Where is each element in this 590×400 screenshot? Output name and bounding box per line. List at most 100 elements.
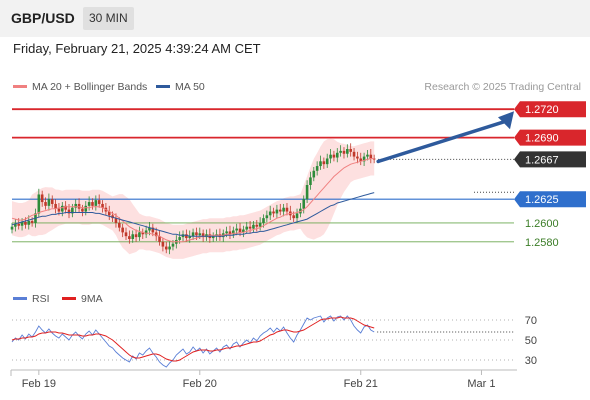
candle-body — [195, 232, 198, 236]
candle-body — [309, 177, 312, 185]
candle-body — [252, 224, 255, 229]
candle-body — [228, 231, 232, 235]
candle — [134, 229, 138, 242]
candle — [131, 230, 135, 243]
level-tag-1.2625: 1.2625 — [514, 191, 586, 208]
candle — [124, 227, 128, 240]
candle — [312, 167, 316, 182]
candle-body — [366, 154, 369, 157]
rsi-tick-70: 70 — [525, 315, 537, 327]
candle-body — [154, 232, 158, 237]
candle — [144, 225, 148, 239]
candle-body — [191, 232, 195, 237]
candle-body — [339, 150, 342, 153]
candle-body — [258, 222, 262, 227]
candle-body — [225, 231, 228, 234]
candle-body — [67, 209, 71, 214]
candle-body — [278, 209, 282, 212]
candle — [369, 149, 373, 164]
candle-body — [24, 221, 27, 225]
candle-body — [356, 156, 359, 159]
candle — [362, 152, 366, 167]
candle-body — [315, 166, 319, 171]
level-tag-bg — [514, 101, 586, 118]
candle — [255, 220, 259, 232]
candle-body — [352, 151, 356, 157]
candle-body — [349, 149, 352, 152]
candle — [158, 230, 161, 246]
candle-body — [118, 222, 121, 228]
candle-body — [27, 221, 31, 225]
rsi-legend-label: RSI — [32, 293, 50, 305]
candle-body — [91, 202, 94, 206]
candle-body — [242, 229, 245, 233]
candle — [356, 151, 359, 164]
rsi-line — [11, 315, 375, 368]
candle-body — [44, 202, 47, 206]
candle-body — [107, 211, 111, 216]
candle — [228, 225, 232, 239]
candle-body — [164, 246, 168, 250]
candle-body — [138, 232, 141, 238]
candle — [258, 217, 262, 231]
candle-body — [178, 237, 181, 240]
ma20-line — [11, 158, 375, 243]
candle-body — [332, 154, 336, 158]
chart-legend: MA 20 + Bollinger Bands MA 50 Research © 2… — [13, 81, 581, 93]
candle — [278, 203, 282, 216]
candle — [50, 195, 54, 208]
candle — [141, 228, 145, 239]
candle — [97, 194, 101, 208]
timeframe-button[interactable]: 30 MIN — [83, 7, 134, 30]
candle-body — [61, 205, 64, 212]
candle — [359, 152, 363, 166]
rsi-legend-swatch — [13, 297, 27, 300]
rsi-legend-swatch — [62, 297, 76, 300]
candle-body — [114, 218, 118, 223]
candle — [252, 221, 255, 233]
candle-body — [346, 149, 349, 154]
rsi-ma9-line — [11, 316, 375, 362]
candle-body — [255, 224, 259, 227]
candle-body — [268, 211, 272, 216]
candle — [309, 171, 312, 190]
candle-body — [312, 170, 316, 178]
candle — [339, 145, 342, 157]
rsi-tick-50: 50 — [525, 335, 537, 347]
candle — [268, 205, 272, 221]
candle-body — [272, 211, 275, 214]
level-labels: 1.2720 1.2690 1.2667 1.2625 1.2600 1.2580 — [514, 101, 586, 249]
candle-body — [265, 215, 269, 219]
candles — [10, 143, 376, 255]
candle-body — [235, 228, 238, 231]
moving-averages — [11, 158, 375, 243]
candle — [335, 148, 339, 163]
level-tag-text: 1.2720 — [525, 104, 559, 116]
candle — [101, 200, 104, 213]
candle-body — [37, 194, 41, 214]
candle-body — [295, 213, 299, 219]
candle — [74, 199, 78, 213]
candle-body — [30, 221, 34, 223]
candle — [44, 197, 47, 210]
level-tag-text: 1.2690 — [525, 133, 559, 145]
candle-body — [17, 223, 21, 226]
candle-body — [97, 200, 101, 204]
candle — [332, 150, 336, 162]
candle — [211, 232, 215, 242]
level-tag-bg — [514, 191, 586, 208]
candle-body — [144, 230, 148, 235]
legend-swatch — [13, 85, 27, 88]
candle-body — [329, 154, 332, 159]
candle — [305, 180, 309, 203]
candle-body — [232, 230, 235, 235]
candle — [161, 238, 165, 252]
level-tag-bg — [514, 151, 586, 168]
candle — [14, 219, 17, 232]
candle — [232, 226, 235, 239]
candle-body — [14, 223, 17, 227]
candle-body — [134, 234, 138, 238]
candle-body — [362, 156, 366, 162]
candle-body — [131, 234, 135, 239]
symbol-title: GBP/USD — [11, 10, 75, 26]
